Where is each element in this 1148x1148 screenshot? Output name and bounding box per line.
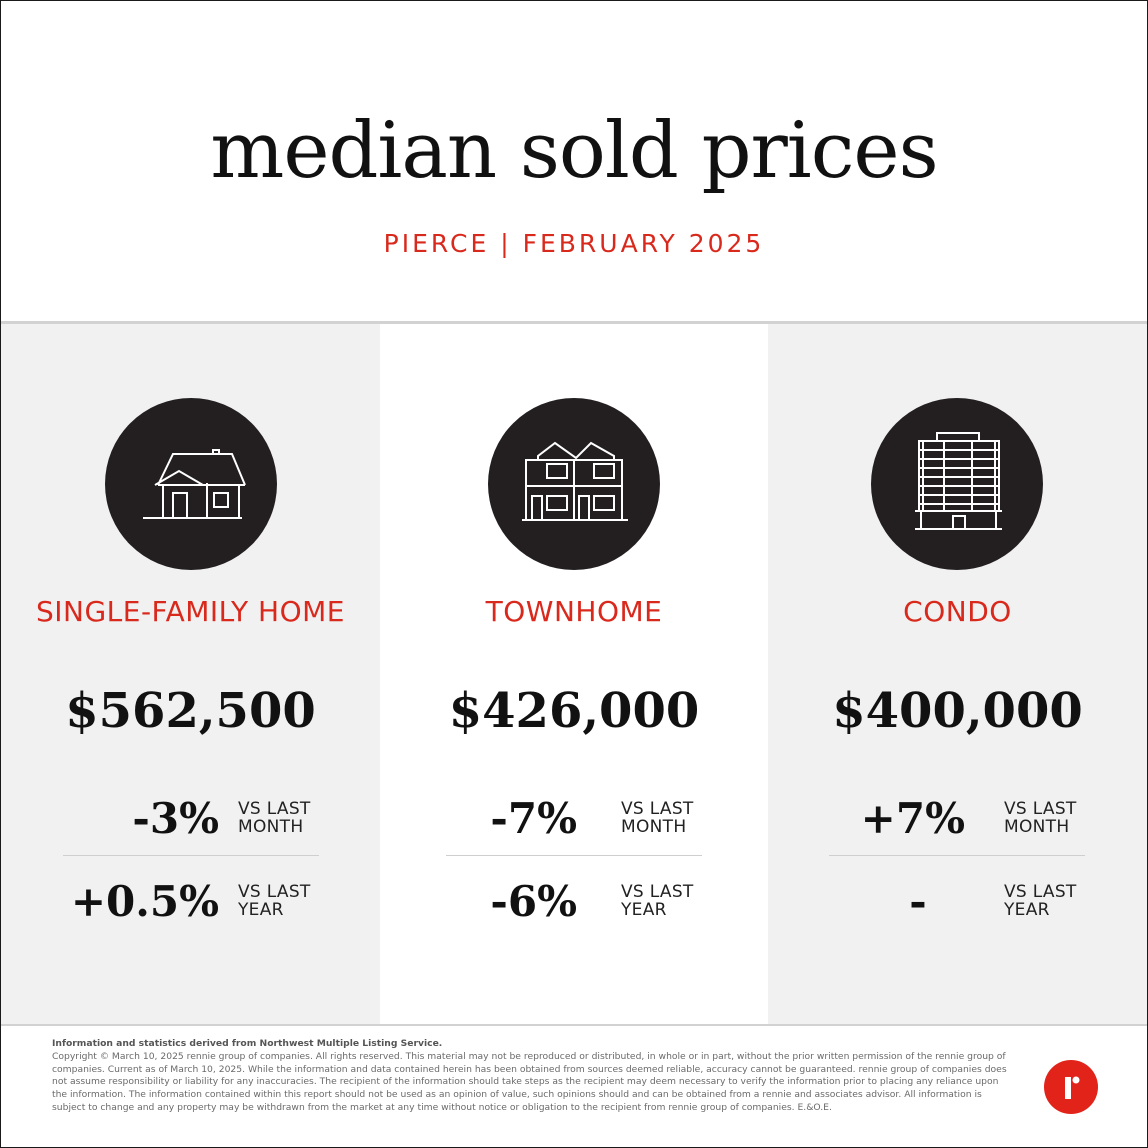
- vs-last-month-label: VS LAST MONTH: [238, 800, 311, 836]
- month-change-value: -3%: [132, 794, 219, 843]
- page-title: median sold prices: [210, 106, 938, 196]
- vs-last-year-label: VS LAST YEAR: [621, 883, 694, 919]
- vs-last-month-label: VS LAST MONTH: [621, 800, 694, 836]
- year-text: YEAR: [1004, 900, 1050, 920]
- year-change-row: +0.5% VS LAST YEAR: [1, 872, 380, 932]
- vs-last-year-label: VS LAST YEAR: [1004, 883, 1077, 919]
- price-panels: SINGLE-FAMILY HOME $562,500 -3% VS LAST …: [1, 324, 1147, 1024]
- year-text: YEAR: [238, 900, 284, 920]
- disclaimer: Information and statistics derived from …: [52, 1038, 1007, 1115]
- month-change-value: +7%: [860, 794, 965, 843]
- vs-last-text: VS LAST: [238, 882, 311, 902]
- vs-last-text: VS LAST: [238, 799, 311, 819]
- header: median sold prices PIERCE | FEBRUARY 202…: [1, 1, 1147, 321]
- page-subtitle: PIERCE | FEBRUARY 2025: [383, 229, 765, 258]
- month-change-row: -3% VS LAST MONTH: [1, 789, 380, 849]
- header-divider: [1, 321, 1147, 324]
- row-divider: [829, 855, 1085, 856]
- month-text: MONTH: [621, 817, 687, 837]
- house-icon: [105, 398, 277, 570]
- year-change-value: +0.5%: [70, 877, 219, 926]
- year-change-value: -: [909, 877, 927, 926]
- row-divider: [63, 855, 319, 856]
- vs-last-year-label: VS LAST YEAR: [238, 883, 311, 919]
- footer-divider: [1, 1024, 1147, 1026]
- category-label: CONDO: [903, 595, 1012, 628]
- panel-single-family: SINGLE-FAMILY HOME $562,500 -3% VS LAST …: [1, 324, 380, 1024]
- year-change-value: -6%: [490, 877, 577, 926]
- month-change-value: -7%: [490, 794, 577, 843]
- median-price: $562,500: [65, 683, 316, 739]
- townhome-icon: [488, 398, 660, 570]
- copyright-text: Copyright © March 10, 2025 rennie group …: [52, 1050, 1007, 1113]
- month-change-row: -7% VS LAST MONTH: [380, 789, 768, 849]
- median-price: $400,000: [832, 683, 1083, 739]
- condo-building-icon: [871, 398, 1043, 570]
- month-text: MONTH: [238, 817, 304, 837]
- footer: Information and statistics derived from …: [1, 1026, 1147, 1147]
- median-price: $426,000: [448, 683, 700, 739]
- row-divider: [446, 855, 702, 856]
- year-text: YEAR: [621, 900, 667, 920]
- year-change-row: - VS LAST YEAR: [768, 872, 1147, 932]
- category-label: SINGLE-FAMILY HOME: [35, 595, 345, 628]
- vs-last-text: VS LAST: [1004, 799, 1077, 819]
- month-text: MONTH: [1004, 817, 1070, 837]
- panel-condo: CONDO $400,000 +7% VS LAST MONTH - VS LA…: [768, 324, 1147, 1024]
- vs-last-month-label: VS LAST MONTH: [1004, 800, 1077, 836]
- rennie-logo-icon: [1044, 1060, 1098, 1114]
- data-source-note: Information and statistics derived from …: [52, 1038, 443, 1049]
- vs-last-text: VS LAST: [621, 882, 694, 902]
- year-change-row: -6% VS LAST YEAR: [380, 872, 768, 932]
- month-change-row: +7% VS LAST MONTH: [768, 789, 1147, 849]
- vs-last-text: VS LAST: [1004, 882, 1077, 902]
- category-label: TOWNHOME: [485, 595, 663, 628]
- vs-last-text: VS LAST: [621, 799, 694, 819]
- panel-townhome: TOWNHOME $426,000 -7% VS LAST MONTH -6% …: [380, 324, 768, 1024]
